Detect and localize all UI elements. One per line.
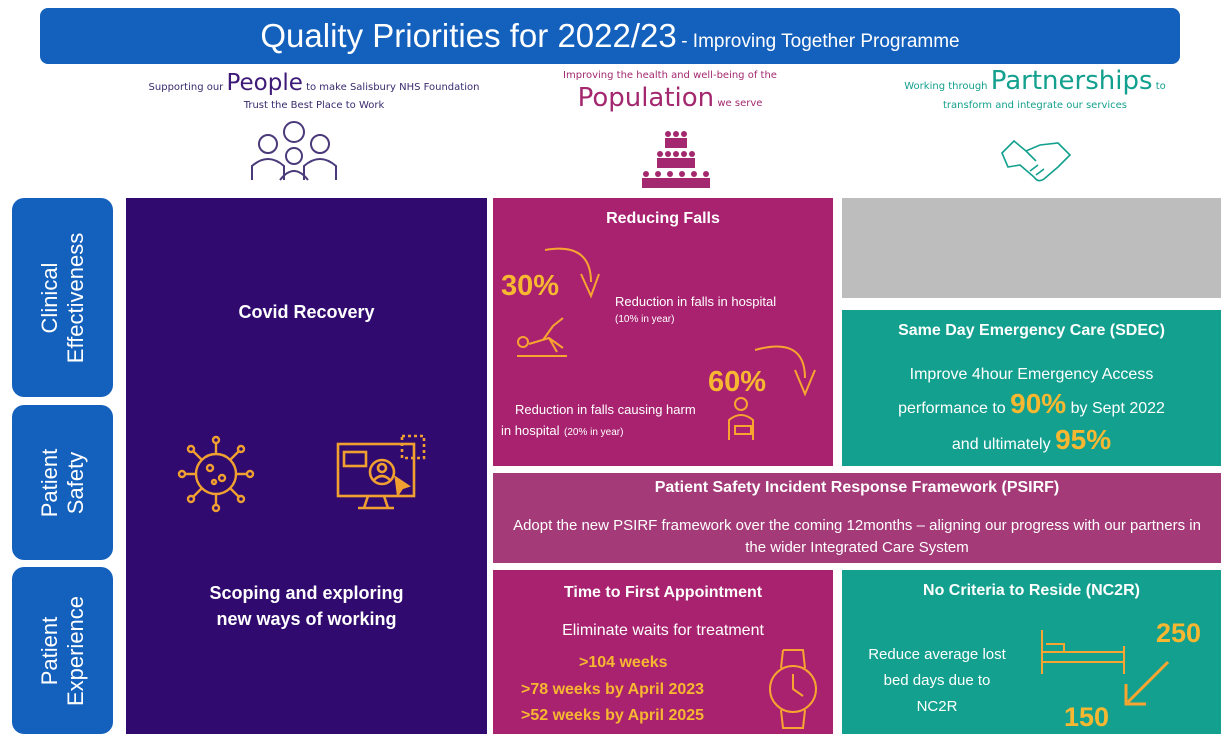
theme-line: Working through Partnerships to — [880, 66, 1190, 96]
falls-line: in hospital (20% in year) — [501, 422, 623, 440]
sdec-text: by Sept 2022 — [1070, 400, 1165, 417]
theme-people: Supporting our People to make Salisbury … — [120, 70, 508, 111]
falls-note: (10% in year) — [615, 314, 675, 325]
handshake-icon — [1001, 139, 1072, 182]
sdec-target: 95% — [1055, 424, 1112, 455]
theme-line: Supporting our People to make Salisbury … — [120, 70, 508, 96]
appointment-panel: Time to First Appointment Eliminate wait… — [493, 570, 833, 734]
sdec-line: and ultimately 95% — [842, 424, 1221, 456]
theme-text: we serve — [717, 98, 763, 109]
nc2r-to: 150 — [1064, 702, 1110, 732]
row-label: Patient Experience — [37, 595, 89, 705]
row-label-line: Experience — [62, 595, 88, 706]
person-row — [665, 131, 687, 148]
row-label-line: Safety — [62, 451, 88, 514]
row-label: Clinical Effectiveness — [37, 232, 89, 362]
bed-icon — [1041, 630, 1125, 674]
person-row — [642, 171, 710, 188]
falls-text: Reduction in falls in hospital — [615, 294, 777, 309]
virus-icon — [177, 435, 255, 513]
watch-icon — [769, 649, 817, 729]
theme-text: Supporting our — [148, 82, 224, 93]
covid-panel: Covid Recovery Scoping and exploring new… — [126, 198, 487, 734]
injured-person-icon — [728, 397, 754, 440]
row-label: Patient Safety — [37, 448, 89, 517]
header-bar: Quality Priorities for 2022/23 - Improvi… — [40, 8, 1180, 64]
header-title: Quality Priorities for 2022/23 — [260, 17, 677, 54]
falls-text: in hospital — [501, 423, 560, 438]
theme-key: Population — [577, 83, 715, 113]
person-row — [657, 151, 695, 168]
falls-panel: Reducing Falls 30% Reduction in falls in… — [493, 198, 833, 466]
sdec-text: performance to — [898, 400, 1006, 417]
theme-text: Trust the Best Place to Work — [243, 100, 385, 111]
nc2r-from: 250 — [1156, 618, 1202, 648]
appointment-target: >52 weeks by April 2025 — [521, 707, 705, 724]
stat: 60% — [708, 366, 767, 398]
panel-title: Same Day Emergency Care (SDEC) — [898, 322, 1165, 339]
psirf-panel: Patient Safety Incident Response Framewo… — [493, 473, 1221, 563]
row-label-line: Effectiveness — [62, 232, 88, 363]
appointment-target: >78 weeks by April 2023 — [521, 681, 705, 698]
nc2r-body: Reduce average lost bed days due to NC2R — [868, 646, 1006, 715]
online-icon — [336, 434, 426, 510]
decrease-arrow — [1124, 660, 1170, 706]
people-icon — [251, 121, 337, 181]
theme-text: Improving the health and well-being of t… — [563, 70, 777, 81]
row-label-line: Patient — [36, 448, 62, 517]
falls-note: (20% in year) — [564, 427, 624, 438]
theme-line: Population we serve — [520, 83, 820, 113]
row-label-line: Patient — [36, 616, 62, 685]
row-label-box: Patient Experience — [12, 567, 113, 734]
panel-title: Covid Recovery — [238, 302, 375, 322]
header-subtitle: - Improving Together Programme — [681, 31, 960, 52]
theme-partnerships: Working through Partnerships to transfor… — [880, 66, 1190, 111]
theme-population: Improving the health and well-being of t… — [520, 70, 820, 113]
row-label-box: Patient Safety — [12, 405, 113, 560]
falls-arrow-icon — [544, 247, 600, 299]
theme-key: People — [226, 70, 303, 96]
sdec-text: Improve 4hour Emergency Access — [909, 366, 1154, 383]
falls-text: Reduction in falls causing harm — [515, 402, 696, 417]
falls-arrow-icon — [754, 345, 816, 397]
blank-panel — [842, 198, 1221, 298]
theme-text: transform and integrate our services — [943, 100, 1127, 111]
sdec-target: 90% — [1010, 388, 1067, 419]
psirf-body: Adopt the new PSIRF framework over the c… — [513, 517, 1201, 556]
theme-key: Partnerships — [990, 66, 1153, 96]
sdec-text: and ultimately — [951, 436, 1051, 453]
theme-text: to — [1155, 81, 1166, 92]
sdec-panel: Same Day Emergency Care (SDEC) Improve 4… — [842, 310, 1221, 466]
sdec-line: performance to 90% by Sept 2022 — [842, 388, 1221, 420]
appointment-subtitle: Eliminate waits for treatment — [562, 622, 764, 639]
stat: 30% — [501, 270, 560, 302]
nc2r-panel: No Criteria to Reside (NC2R) Reduce aver… — [842, 570, 1221, 734]
falling-person-icon — [517, 317, 567, 357]
panel-subtitle: Scoping and exploring new ways of workin… — [209, 583, 404, 629]
population-icon — [642, 131, 710, 188]
row-label-box: Clinical Effectiveness — [12, 198, 113, 397]
appointment-target: >104 weeks — [579, 654, 668, 671]
theme-text: to make Salisbury NHS Foundation — [306, 82, 480, 93]
theme-text: Working through — [904, 81, 988, 92]
panel-title: No Criteria to Reside (NC2R) — [923, 582, 1140, 599]
panel-title: Patient Safety Incident Response Framewo… — [654, 479, 1060, 496]
panel-title: Time to First Appointment — [563, 584, 763, 601]
panel-title: Reducing Falls — [606, 210, 720, 227]
row-label-line: Clinical — [36, 262, 62, 333]
